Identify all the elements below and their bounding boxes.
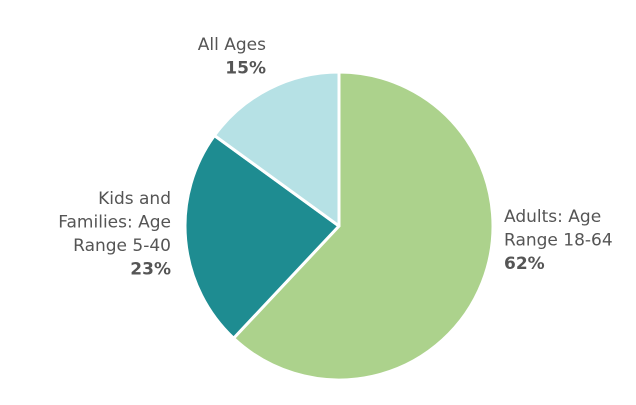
slice-label-line: Kids and — [98, 189, 171, 209]
pie-slice-3 — [212, 70, 341, 228]
slice-value-label: 23% — [130, 260, 171, 280]
slice-label-3: All Ages 15% — [198, 35, 266, 79]
slice-label-line: All Ages — [198, 35, 266, 55]
pie-slices — [183, 70, 495, 382]
slice-label-line: Adults: Age — [504, 207, 601, 227]
slice-label-line: Families: Age — [58, 213, 171, 233]
slice-label-2: Kids and Families: Age Range 5-40 23% — [58, 189, 171, 280]
slice-label-1: Adults: Age Range 18-64 62% — [504, 207, 613, 274]
slice-value-label: 62% — [504, 254, 545, 274]
pie-slice-2 — [183, 133, 341, 340]
slice-label-line: Range 5-40 — [73, 236, 171, 256]
pie-slice-1 — [232, 70, 495, 382]
slice-label-line: Range 18-64 — [504, 231, 613, 251]
slice-value-label: 15% — [225, 59, 266, 79]
pie-labels: Adults: Age Range 18-64 62% Kids and Familie… — [58, 35, 612, 280]
